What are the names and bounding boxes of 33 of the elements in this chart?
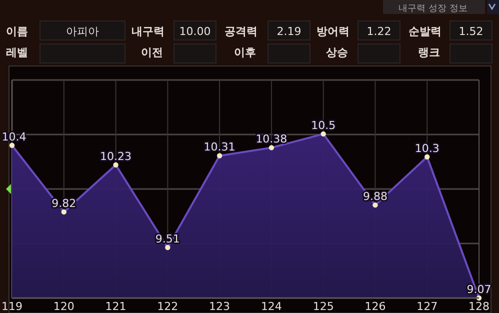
x-tick-label: 123	[209, 300, 230, 313]
text: 아피아	[66, 25, 99, 38]
data-label: 10.31	[204, 140, 236, 154]
x-tick-label: 127	[416, 300, 438, 313]
x-tick-label: 125	[312, 300, 334, 313]
x-tick-label: 119	[2, 300, 22, 313]
text: 순발력	[408, 25, 442, 38]
data-label: 10.4	[2, 130, 26, 144]
data-label: 10.3	[414, 142, 440, 155]
x-tick-label: 124	[260, 300, 282, 313]
x-tick-label: 128	[468, 300, 490, 313]
text: 상승	[326, 46, 348, 59]
text: 랭크	[418, 46, 440, 59]
text: 1.52	[458, 25, 484, 38]
data-label: 10.23	[100, 150, 132, 163]
data-label: 9.51	[155, 232, 180, 246]
x-tick-label: 121	[105, 300, 126, 313]
text: 공격력	[224, 25, 258, 38]
text: 방어력	[316, 25, 350, 38]
text: 이전	[141, 46, 163, 59]
data-label: 10.38	[256, 132, 288, 146]
text: 2.19	[276, 25, 302, 38]
text: 이름	[6, 25, 28, 38]
x-tick-label: 126	[364, 300, 386, 313]
x-tick-label: 120	[53, 300, 74, 313]
data-label: 10.5	[311, 118, 336, 132]
x-tick-label: 122	[157, 300, 178, 313]
text: 이후	[234, 46, 256, 59]
chart-title: 내구력 성장 정보	[398, 4, 468, 14]
text: 1.22	[366, 25, 392, 38]
text: 10.00	[179, 25, 211, 38]
text: 레벨	[6, 46, 28, 59]
text: 내구력	[132, 25, 164, 38]
